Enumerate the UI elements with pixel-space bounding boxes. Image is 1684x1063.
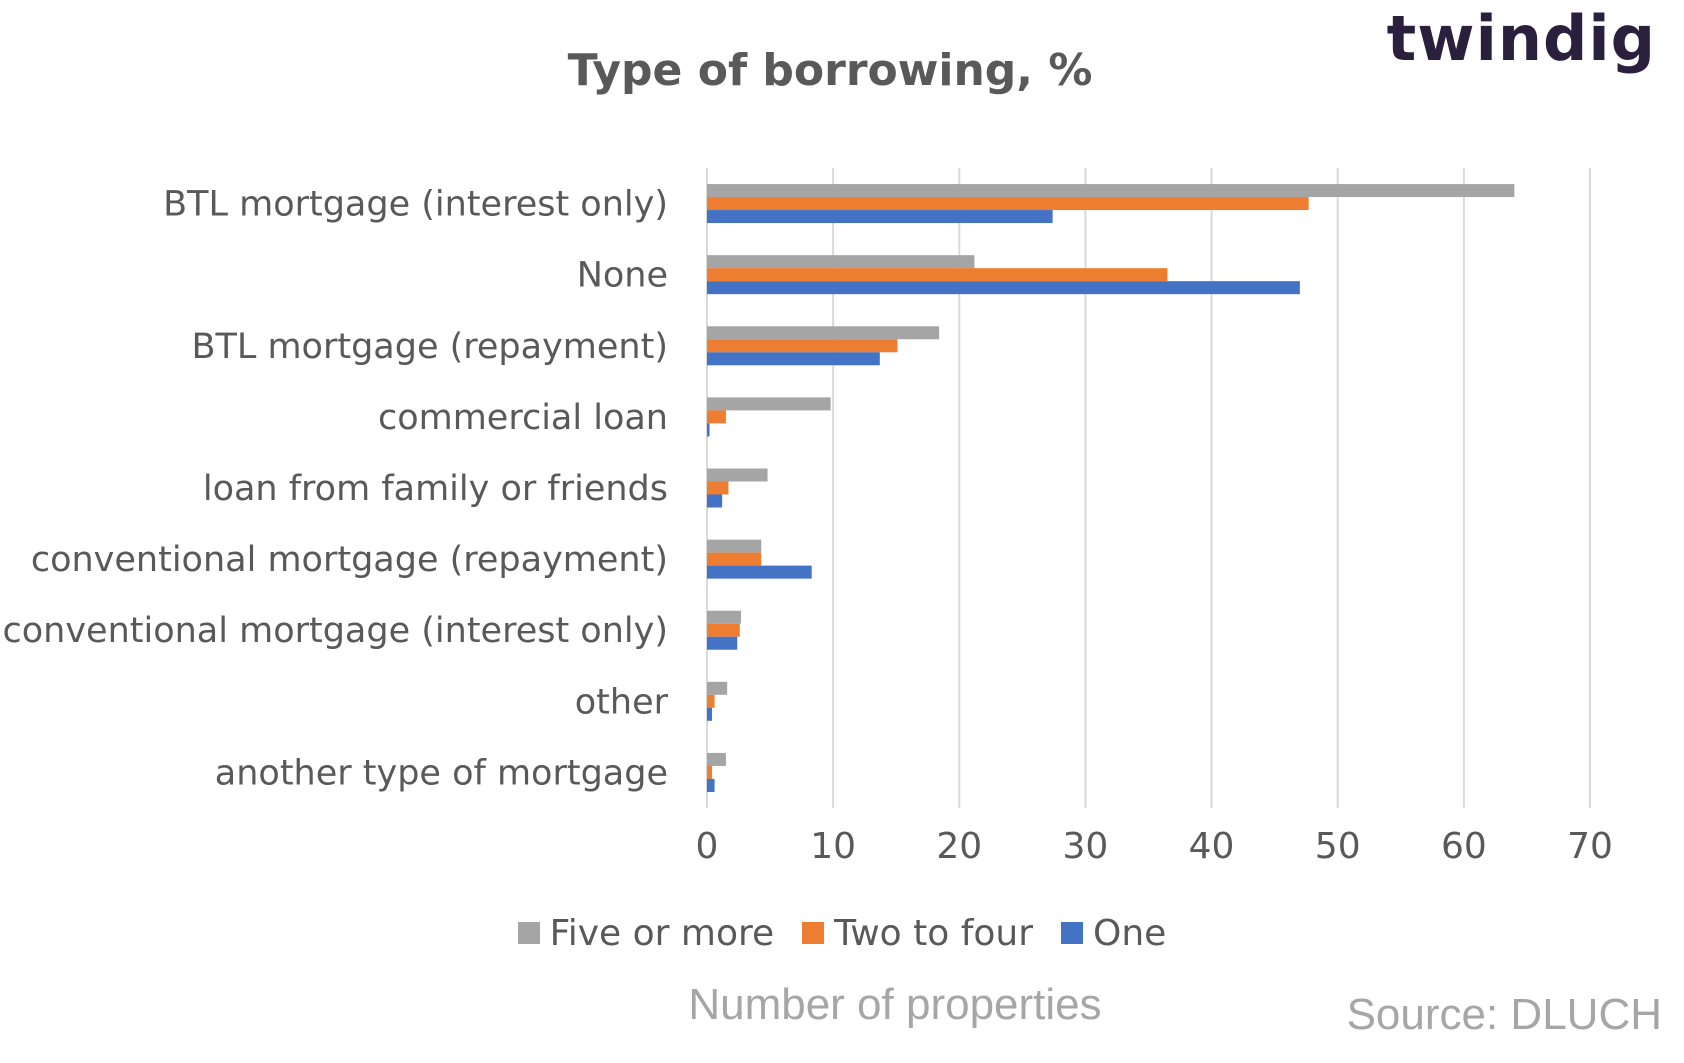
x-tick-label: 50 (1315, 826, 1361, 867)
logo-text: twindig (1386, 2, 1656, 75)
bar-five-or-more (707, 752, 726, 766)
x-tick-label: 30 (1063, 826, 1109, 867)
bar-two-to-four (707, 339, 898, 353)
legend-label: Two to four (834, 912, 1034, 954)
chart-title: Type of borrowing, % (567, 45, 1093, 96)
bar-one (707, 494, 723, 508)
bar-one (707, 707, 713, 721)
legend-swatch (802, 922, 825, 944)
legend: Five or more Two to four One (0, 912, 1684, 954)
gridlines (706, 168, 1591, 808)
category-labels: BTL mortgage (interest only) None BTL mort… (2, 185, 668, 794)
legend-item: Five or more (517, 912, 775, 954)
legend-label: Five or more (549, 912, 775, 954)
bar-five-or-more (707, 326, 940, 340)
category-label: conventional mortgage (repayment) (31, 540, 668, 580)
bar-one (707, 281, 1300, 295)
source-note: Source: DLUCH (1346, 990, 1662, 1039)
x-tick-label: 20 (936, 826, 982, 867)
legend-swatch (1061, 922, 1084, 944)
x-tick-label: 10 (810, 826, 856, 867)
legend-item: One (1061, 913, 1166, 954)
category-label: BTL mortgage (interest only) (163, 185, 668, 225)
bar-five-or-more (707, 681, 728, 695)
legend-swatch (517, 922, 540, 944)
category-label: other (575, 682, 669, 722)
bar-five-or-more (707, 255, 975, 269)
bar-one (707, 423, 710, 437)
x-tick-label: 40 (1189, 826, 1235, 867)
bar-one (707, 565, 812, 579)
category-label: another type of mortgage (215, 753, 668, 793)
bar-two-to-four (707, 481, 729, 495)
category-label: commercial loan (378, 398, 668, 438)
bar-two-to-four (707, 552, 762, 566)
bar-five-or-more (707, 184, 1515, 198)
bar-five-or-more (707, 468, 768, 482)
bar-two-to-four (707, 765, 713, 779)
bar-two-to-four (707, 268, 1168, 282)
bar-one (707, 210, 1053, 224)
x-tick-label: 70 (1567, 826, 1613, 867)
x-tick-label: 60 (1441, 826, 1487, 867)
bar-one (707, 636, 738, 650)
bar-two-to-four (707, 694, 715, 708)
x-tick-labels: 0 10 20 30 40 50 60 70 (696, 826, 1613, 867)
category-label: loan from family or friends (203, 469, 668, 509)
bar-five-or-more (707, 539, 762, 553)
bar-one (707, 352, 880, 366)
x-axis-label: Number of properties (688, 980, 1102, 1029)
bar-five-or-more (707, 397, 831, 411)
legend-label: One (1093, 912, 1167, 954)
bar-five-or-more (707, 610, 742, 624)
twindig-logo: twindig (1387, 2, 1656, 75)
bar-two-to-four (707, 410, 726, 424)
bar-two-to-four (707, 623, 740, 637)
x-tick-label: 0 (696, 826, 719, 867)
bar-one (707, 778, 715, 792)
bar-two-to-four (707, 197, 1309, 211)
bars (707, 184, 1515, 792)
legend-item: Two to four (802, 913, 1033, 954)
category-label: conventional mortgage (interest only) (2, 611, 668, 651)
category-label: None (577, 256, 668, 296)
category-label: BTL mortgage (repayment) (191, 327, 668, 367)
